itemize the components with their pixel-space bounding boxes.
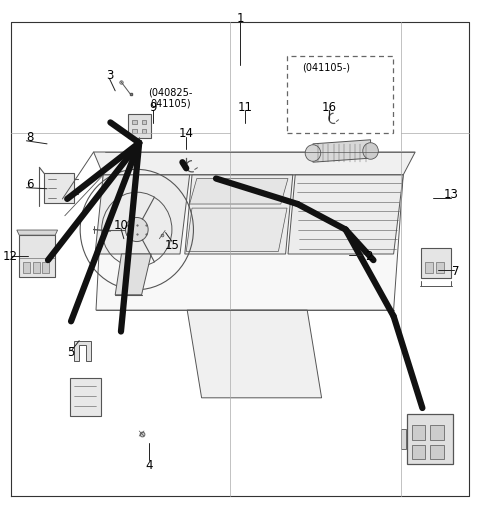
Bar [436,263,444,274]
Circle shape [125,218,148,242]
Bar [70,378,101,416]
Bar [23,262,30,273]
Text: 6: 6 [26,178,34,191]
Polygon shape [401,429,406,449]
Bar [142,130,146,134]
Bar [132,130,137,134]
Polygon shape [187,310,322,398]
Bar [142,121,146,125]
Bar [412,445,425,459]
Text: 4: 4 [145,458,153,471]
Polygon shape [288,176,403,254]
Polygon shape [96,176,403,310]
Text: (041105-): (041105-) [302,62,350,72]
Text: 15: 15 [165,239,179,252]
Text: 11: 11 [237,100,252,114]
Bar [407,414,453,464]
Text: 13: 13 [444,188,458,201]
Polygon shape [74,341,91,361]
Text: 1: 1 [236,12,244,25]
Text: 16: 16 [321,100,336,114]
Text: 5: 5 [67,346,74,359]
Bar [42,262,49,273]
Bar [430,445,444,459]
Polygon shape [94,153,415,176]
Bar [44,174,74,204]
Bar [33,262,40,273]
Bar [412,426,425,440]
Bar [430,426,444,440]
Bar [425,263,433,274]
FancyBboxPatch shape [128,115,151,138]
Polygon shape [190,179,288,205]
Text: 3: 3 [106,69,113,82]
Polygon shape [95,176,190,254]
Circle shape [363,144,378,160]
Circle shape [305,146,321,162]
Bar [132,121,137,125]
Polygon shape [185,176,293,254]
Text: 2: 2 [365,249,372,262]
Bar [287,57,393,133]
Bar [421,248,451,279]
Text: 10: 10 [114,218,128,232]
Polygon shape [186,209,287,252]
Text: 8: 8 [26,131,34,144]
Text: (040825-
041105): (040825- 041105) [148,87,192,108]
Bar [19,236,55,277]
Polygon shape [17,231,58,236]
Polygon shape [115,254,151,295]
Text: 7: 7 [452,264,460,277]
Text: 9: 9 [149,100,156,114]
Text: 14: 14 [179,127,194,140]
Text: 12: 12 [3,249,18,262]
Polygon shape [313,140,371,163]
